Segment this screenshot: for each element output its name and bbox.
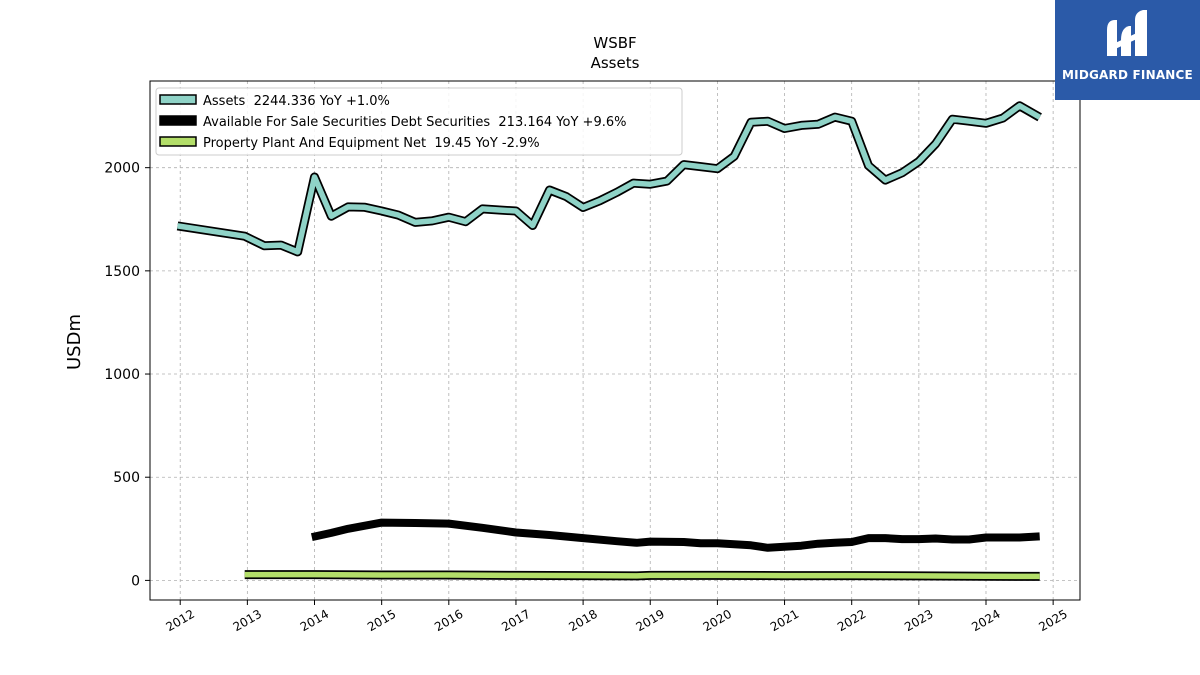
- x-tick-label: 2023: [902, 607, 935, 634]
- x-tick-label: 2025: [1036, 607, 1069, 634]
- y-axis: 0 500 1000 1500 2000: [104, 161, 150, 589]
- x-tick-label: 2012: [163, 607, 196, 634]
- chart-title: WSBF: [593, 34, 636, 52]
- series-line-assets: [177, 103, 1042, 255]
- x-tick-label: 2018: [566, 607, 599, 634]
- y-axis-label: USDm: [64, 314, 85, 370]
- x-tick-label: 2020: [701, 607, 734, 634]
- legend: Assets 2244.336 YoY +1.0% Available For …: [155, 87, 683, 156]
- chart-subtitle: Assets: [591, 54, 640, 72]
- x-axis: 2012 2013 2014 2015 2016 2017 2018 2019 2020 2021…: [163, 600, 1070, 634]
- y-tick-label: 1000: [104, 367, 140, 383]
- midgard-logo-icon: [1107, 10, 1147, 56]
- brand-name: MIDGARD FINANCE: [1062, 68, 1193, 82]
- series-line-available-for-sale-securities-debt-securities: [310, 518, 1040, 552]
- legend-swatch-afs: [159, 115, 197, 126]
- x-tick-label: 2015: [365, 607, 398, 634]
- grid: [150, 81, 1080, 600]
- y-tick-label: 2000: [104, 161, 140, 177]
- series-layer: [176, 101, 1042, 581]
- legend-label-ppe: Property Plant And Equipment Net 19.45 Y…: [203, 136, 540, 151]
- x-tick-label: 2017: [499, 607, 532, 634]
- x-tick-label: 2019: [634, 607, 667, 634]
- x-tick-label: 2021: [768, 607, 801, 634]
- x-tick-label: 2024: [969, 607, 1002, 634]
- legend-swatch-assets: [159, 94, 197, 105]
- legend-box: [155, 87, 683, 156]
- brand-logo: MIDGARD FINANCE: [1055, 0, 1200, 100]
- legend-swatch-ppe: [159, 136, 197, 147]
- y-tick-label: 0: [131, 573, 140, 589]
- x-tick-label: 2014: [298, 607, 331, 634]
- x-tick-label: 2016: [432, 607, 465, 634]
- x-tick-label: 2013: [231, 607, 264, 634]
- legend-label-afs: Available For Sale Securities Debt Secur…: [203, 115, 626, 130]
- legend-label-assets: Assets 2244.336 YoY +1.0%: [203, 94, 390, 109]
- x-tick-label: 2022: [835, 607, 868, 634]
- y-tick-label: 1500: [104, 264, 140, 280]
- plot-frame: [149, 80, 1081, 601]
- y-tick-label: 500: [113, 470, 140, 486]
- series-line-property-plant-and-equipment-net: [244, 571, 1040, 580]
